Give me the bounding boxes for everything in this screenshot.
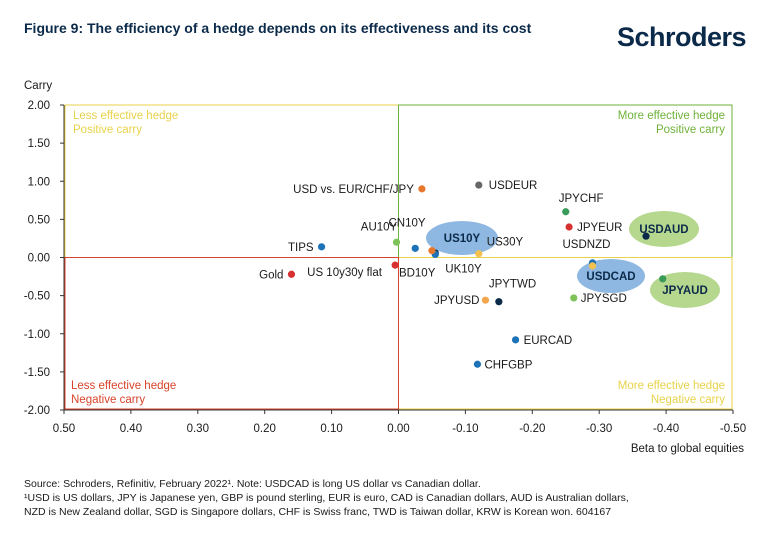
point-label-uk10y: UK10Y: [445, 263, 482, 275]
footnote-source: Source: Schroders, Refinitiv, February 2…: [24, 478, 481, 490]
quadrant-label-bottom-right-line1: More effective hedge: [618, 380, 725, 392]
point-label-us-10y30y-flat: US 10y30y flat: [307, 267, 383, 279]
point-chfgbp: [473, 360, 482, 368]
y-tick-label: -1.50: [24, 367, 50, 379]
quadrant-label-bottom-left-line2: Negative carry: [71, 394, 145, 406]
x-tick-label: -0.30: [586, 423, 612, 435]
quadrant-label-top-left-line2: Positive carry: [73, 124, 142, 136]
y-tick-label: 1.00: [28, 176, 50, 188]
point-label-usdeur: USDEUR: [489, 180, 538, 192]
quadrant-label-bottom-left-line1: Less effective hedge: [71, 380, 176, 392]
y-tick-label: 0.50: [28, 214, 50, 226]
y-tick-label: 2.00: [28, 100, 50, 112]
quadrant-label-top-left-line1: Less effective hedge: [73, 110, 178, 122]
x-tick-label: -0.10: [452, 423, 478, 435]
point-gold: [287, 270, 296, 278]
point-label-usdnzd: USDNZD: [563, 239, 611, 251]
point-jpyaud: [659, 275, 667, 283]
point-usdeur: [475, 181, 483, 189]
y-tick-label: -0.50: [24, 291, 50, 303]
point-eurcad: [511, 336, 520, 344]
point-jpysgd: [570, 294, 578, 302]
point-usdaud: [642, 232, 650, 240]
point-bd10y: [428, 247, 436, 255]
point-jpyusd: [481, 296, 490, 304]
highlight-ellipse-us10y: [426, 221, 498, 255]
quadrant-label-top-right-line2: Positive carry: [656, 124, 725, 136]
point-usdcad: [588, 262, 597, 270]
x-tick-label: -0.40: [653, 423, 679, 435]
point-label-jpysgd: JPYSGD: [581, 293, 627, 305]
quadrant-box-bottom-left: [64, 257, 399, 410]
y-tick-label: 0.00: [28, 253, 50, 265]
schroders-logo: Schroders: [616, 22, 747, 52]
point-label-tips: TIPS: [288, 242, 314, 254]
point-label-bd10y: BD10Y: [399, 268, 436, 280]
point-label-eurcad: EURCAD: [524, 335, 573, 347]
x-tick-label: 0.20: [254, 423, 276, 435]
point-cn10y: [392, 238, 401, 246]
quadrant-label-top-right-line1: More effective hedge: [618, 110, 725, 122]
point-label-gold: Gold: [259, 269, 283, 281]
point-tips: [317, 243, 326, 251]
point-label-cn10y: CN10Y: [388, 217, 425, 229]
point-label-chfgbp: CHFGBP: [484, 359, 532, 371]
point-jpychf: [562, 208, 570, 216]
y-tick-label: -2.00: [24, 405, 50, 417]
point-label-us10y: US10Y: [444, 233, 481, 245]
point-label-usd-vs-eur-chf-jpy: USD vs. EUR/CHF/JPY: [293, 184, 414, 196]
point-jpyeur: [565, 223, 573, 231]
point-us30y: [475, 250, 483, 258]
x-axis-title: Beta to global equities: [630, 443, 744, 455]
point-label-jpyaud: JPYAUD: [662, 285, 708, 297]
y-tick-label: 1.50: [28, 138, 50, 150]
x-tick-label: 0.10: [320, 423, 342, 435]
point-label-usdcad: USDCAD: [586, 271, 635, 283]
point-au10y: [411, 244, 419, 252]
y-axis-title: Carry: [24, 80, 53, 92]
point-us-10y30y-flat: [391, 261, 399, 269]
point-label-usdaud: USDAUD: [639, 224, 688, 236]
point-jpytwd: [495, 298, 503, 306]
figure-title: Figure 9: The efficiency of a hedge depe…: [24, 20, 532, 36]
footnote-definitions-2: NZD is New Zealand dollar, SGD is Singap…: [24, 506, 612, 518]
point-label-jpyeur: JPYEUR: [577, 222, 622, 234]
x-tick-label: 0.00: [387, 423, 409, 435]
point-label-jpychf: JPYCHF: [559, 193, 604, 205]
point-usd-vs-eur-chf-jpy: [418, 185, 426, 193]
point-label-jpyusd: JPYUSD: [434, 295, 479, 307]
footnote-definitions-1: ¹USD is US dollars, JPY is Japanese yen,…: [24, 492, 629, 504]
x-tick-label: -0.50: [720, 423, 746, 435]
x-tick-label: -0.20: [519, 423, 545, 435]
point-label-jpytwd: JPYTWD: [489, 279, 536, 291]
x-tick-label: 0.40: [120, 423, 142, 435]
x-tick-label: 0.50: [53, 423, 75, 435]
highlight-ellipse-jpyaud: [650, 272, 720, 308]
quadrant-label-bottom-right-line2: Negative carry: [651, 394, 725, 406]
point-label-us30y: US30Y: [487, 237, 524, 249]
x-tick-label: 0.30: [187, 423, 209, 435]
y-tick-label: -1.00: [24, 329, 50, 341]
point-label-au10y: AU10Y: [361, 221, 398, 233]
